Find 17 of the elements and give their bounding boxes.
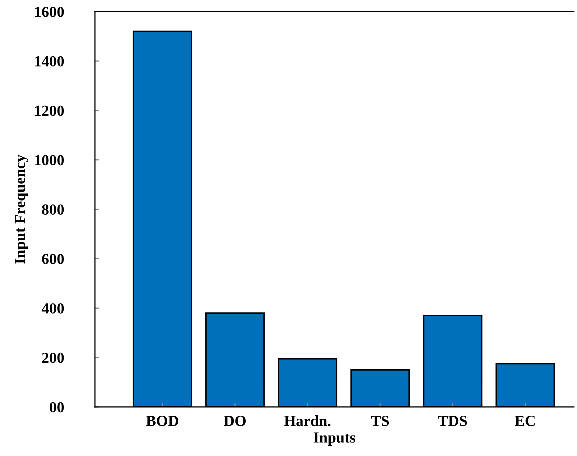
y-axis-title: Input Frequency (15, 154, 29, 264)
y-tick-label: 1200 (35, 106, 64, 116)
y-tick-label: 200 (42, 352, 64, 364)
x-tick-label: TDS (438, 416, 468, 426)
x-tick-label: BOD (146, 416, 178, 426)
y-tick-label: 00 (50, 402, 64, 413)
y-tick-label: 1400 (35, 56, 64, 67)
x-tick-label: EC (515, 416, 535, 426)
y-tick-label: 1000 (35, 155, 64, 166)
y-tick-label: 400 (42, 304, 64, 314)
x-tick-label: DO (224, 416, 246, 426)
x-axis-title: Inputs (314, 432, 356, 446)
x-tick-label: Hardn. (284, 416, 331, 426)
y-tick-label: 800 (42, 204, 64, 215)
y-tick-label: 1600 (35, 6, 64, 18)
x-tick-label: TS (371, 416, 390, 426)
y-tick-label: 600 (42, 254, 64, 264)
